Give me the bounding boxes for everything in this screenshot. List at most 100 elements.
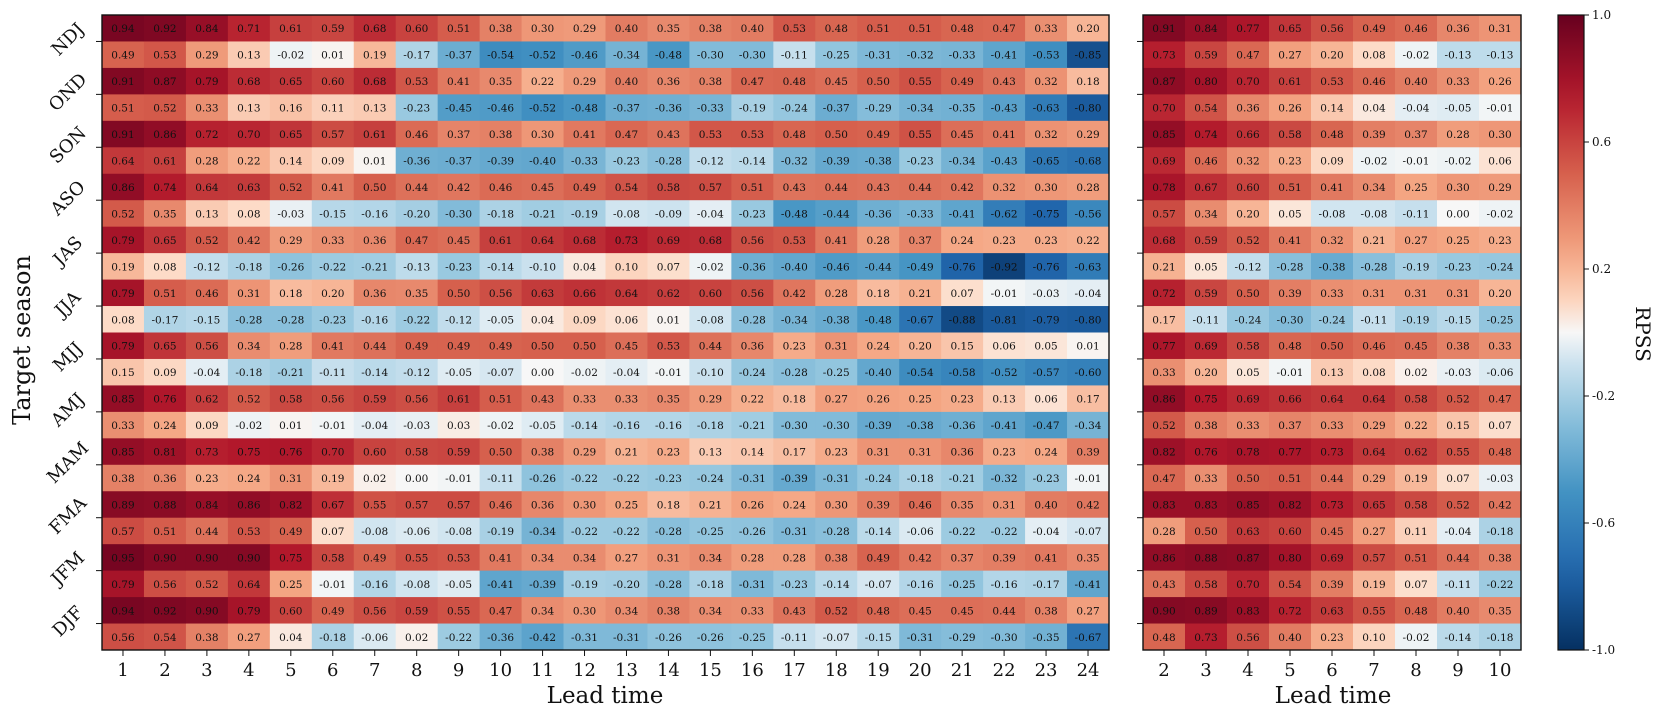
cell-label-bottom: -0.04 bbox=[1403, 103, 1430, 115]
cell-label-bottom: -0.22 bbox=[1487, 579, 1514, 591]
heatmap-cell-bottom bbox=[1025, 41, 1068, 69]
cell-label-bottom: -0.32 bbox=[907, 50, 934, 62]
heatmap-cell-bottom bbox=[1067, 41, 1110, 69]
cell-label-top: 0.25 bbox=[615, 499, 638, 511]
heatmap-cell-top bbox=[899, 491, 942, 519]
cell-label-top: 0.64 bbox=[1320, 394, 1344, 406]
heatmap-cell-bottom bbox=[185, 517, 229, 545]
cell-label-top: 0.23 bbox=[950, 394, 973, 406]
cell-label-bottom: -0.28 bbox=[277, 314, 304, 326]
heatmap-cell-top bbox=[395, 226, 439, 254]
cell-label-top: 0.47 bbox=[405, 235, 428, 247]
heatmap-cell-top bbox=[1311, 67, 1354, 95]
cell-label-bottom: -0.08 bbox=[403, 579, 430, 591]
cell-label-top: 0.51 bbox=[741, 182, 764, 194]
heatmap-cell-bottom bbox=[899, 464, 942, 492]
heatmap-cell-top bbox=[1227, 438, 1270, 466]
cell-label-bottom: -0.30 bbox=[823, 420, 850, 432]
heatmap-cell-bottom bbox=[1395, 358, 1438, 386]
heatmap-cell-top bbox=[605, 332, 648, 360]
heatmap-cell-top bbox=[1143, 279, 1186, 307]
heatmap-cell-top bbox=[227, 491, 271, 519]
heatmap-cell-top bbox=[1479, 544, 1522, 572]
heatmap-cell-bottom bbox=[1067, 306, 1110, 333]
heatmap-cell-top bbox=[941, 332, 984, 360]
heatmap-cell-bottom bbox=[143, 147, 187, 175]
heatmap-cell-top bbox=[1353, 491, 1396, 519]
heatmap-cell-top bbox=[437, 67, 481, 95]
cell-label-bottom: 0.08 bbox=[1362, 367, 1385, 379]
cell-label-bottom: -0.18 bbox=[235, 367, 262, 379]
cell-label-top: 0.22 bbox=[531, 76, 554, 88]
cell-label-top: 0.42 bbox=[237, 235, 260, 247]
cell-label-bottom: -0.48 bbox=[781, 208, 808, 220]
cell-label-top: 0.26 bbox=[1488, 76, 1512, 88]
heatmap-cell-bottom bbox=[1143, 411, 1186, 439]
cell-label-top: 0.53 bbox=[405, 76, 428, 88]
cell-label-bottom: -0.01 bbox=[319, 579, 346, 591]
heatmap-cell-top bbox=[1025, 491, 1068, 519]
cell-label-bottom: -0.11 bbox=[319, 367, 346, 379]
heatmap-cell-top bbox=[143, 226, 187, 254]
cell-label-bottom: -0.40 bbox=[781, 261, 808, 273]
cell-label-bottom: 0.00 bbox=[405, 473, 428, 485]
cell-label-top: 0.90 bbox=[153, 552, 176, 564]
heatmap-cell-bottom bbox=[857, 570, 900, 598]
cell-label-bottom: 0.17 bbox=[1152, 314, 1175, 326]
heatmap-cell-top bbox=[1269, 597, 1312, 624]
heatmap-cell-bottom bbox=[1227, 306, 1270, 333]
cell-label-top: 0.58 bbox=[405, 447, 428, 459]
heatmap-cell-bottom bbox=[1227, 253, 1270, 280]
cell-label-top: 0.32 bbox=[1034, 129, 1057, 141]
heatmap-cell-bottom bbox=[899, 200, 942, 228]
cell-label-bottom: -0.28 bbox=[1361, 261, 1388, 273]
cell-label-top: 0.90 bbox=[1152, 605, 1175, 617]
cell-label-top: 0.74 bbox=[153, 182, 177, 194]
heatmap-cell-bottom bbox=[1269, 358, 1312, 386]
cell-label-top: 0.28 bbox=[867, 235, 890, 247]
heatmap-cell-bottom bbox=[563, 517, 606, 545]
x-tick-label: 19 bbox=[867, 660, 890, 681]
cell-label-bottom: -0.19 bbox=[487, 526, 514, 538]
heatmap-cell-bottom bbox=[563, 623, 606, 651]
cell-label-top: 0.85 bbox=[111, 447, 134, 459]
heatmap-cell-bottom bbox=[857, 358, 900, 386]
cell-label-top: 0.42 bbox=[1076, 499, 1099, 511]
heatmap-cell-top bbox=[689, 438, 732, 466]
heatmap-cell-bottom bbox=[1353, 517, 1396, 545]
cell-label-top: 0.44 bbox=[405, 182, 429, 194]
heatmap-cell-top bbox=[479, 173, 522, 201]
heatmap-cell-top bbox=[1269, 544, 1312, 572]
cell-label-top: 0.24 bbox=[783, 499, 807, 511]
cell-label-top: 0.40 bbox=[615, 23, 638, 35]
cell-label-top: 0.77 bbox=[1278, 447, 1301, 459]
cell-label-bottom: -0.16 bbox=[361, 314, 388, 326]
cell-label-bottom: -0.21 bbox=[361, 261, 388, 273]
x-tick-label: 6 bbox=[327, 660, 338, 681]
cell-label-top: 0.22 bbox=[1076, 235, 1099, 247]
heatmap-cell-top bbox=[857, 544, 900, 572]
heatmap-cell-top bbox=[227, 226, 271, 254]
cell-label-bottom: 0.33 bbox=[111, 420, 134, 432]
heatmap-cell-bottom bbox=[1143, 147, 1186, 175]
heatmap-cell-top bbox=[269, 226, 313, 254]
cell-label-bottom: -0.30 bbox=[1277, 314, 1304, 326]
cell-label-bottom: -0.14 bbox=[865, 526, 892, 538]
cell-label-top: 0.55 bbox=[447, 605, 470, 617]
heatmap-cell-bottom bbox=[1395, 570, 1438, 598]
heatmap-cell-bottom bbox=[185, 623, 229, 651]
cell-label-top: 0.44 bbox=[825, 182, 849, 194]
cell-label-bottom: 0.61 bbox=[153, 156, 176, 168]
cell-label-top: 0.31 bbox=[1404, 288, 1427, 300]
cell-label-bottom: -0.12 bbox=[445, 314, 472, 326]
cell-label-bottom: 0.05 bbox=[1236, 367, 1259, 379]
cell-label-bottom: 0.07 bbox=[1446, 473, 1469, 485]
heatmap-cell-bottom bbox=[563, 147, 606, 175]
right-x-axis-label: Lead time bbox=[1275, 683, 1392, 709]
cell-label-top: 0.65 bbox=[153, 341, 176, 353]
cell-label-top: 0.31 bbox=[1446, 288, 1469, 300]
cell-label-bottom: 0.06 bbox=[615, 314, 639, 326]
cell-label-bottom: 0.40 bbox=[1278, 632, 1301, 644]
heatmap-cell-bottom bbox=[1025, 253, 1068, 280]
cell-label-bottom: -0.18 bbox=[697, 579, 724, 591]
